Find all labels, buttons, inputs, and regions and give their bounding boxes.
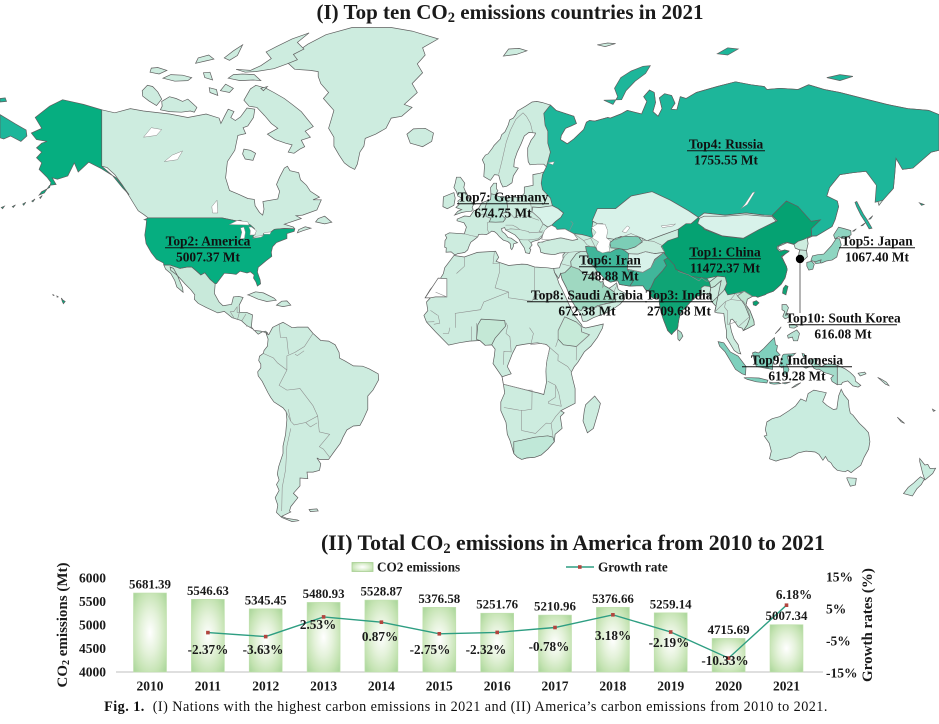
svg-text:2016: 2016 <box>484 679 511 694</box>
svg-text:616.08 Mt: 616.08 Mt <box>814 327 872 342</box>
svg-text:2020: 2020 <box>715 679 742 694</box>
svg-text:-2.19%: -2.19% <box>649 635 690 650</box>
svg-text:674.75 Mt: 674.75 Mt <box>474 206 532 221</box>
svg-text:-2.32%: -2.32% <box>466 642 507 657</box>
svg-text:-5%: -5% <box>826 634 851 649</box>
svg-text:Top10: South Korea: Top10: South Korea <box>785 311 901 326</box>
svg-text:619.28 Mt: 619.28 Mt <box>768 369 826 384</box>
svg-text:2015: 2015 <box>426 679 453 694</box>
svg-text:Top4: Russia: Top4: Russia <box>689 137 764 152</box>
svg-text:-10.33%: -10.33% <box>701 653 748 668</box>
svg-text:5345.45: 5345.45 <box>245 593 287 607</box>
svg-text:5%: 5% <box>826 602 846 617</box>
svg-text:Growth rates (%): Growth rates (%) <box>860 568 876 682</box>
svg-text:-3.63%: -3.63% <box>243 642 284 657</box>
svg-text:Fig. 1. (I) Nations with the: Fig. 1. (I) Nations with the highest car… <box>104 699 828 715</box>
svg-text:15%: 15% <box>826 570 853 585</box>
svg-text:Top7: Germany: Top7: Germany <box>458 190 549 205</box>
svg-text:672.38 Mt: 672.38 Mt <box>558 304 616 319</box>
svg-text:2012: 2012 <box>252 679 279 694</box>
svg-text:4715.69: 4715.69 <box>708 623 750 637</box>
svg-text:(I) Top ten CO2 emissions coun: (I) Top ten CO2 emissions countries in 2… <box>316 0 703 26</box>
svg-text:Top2: America: Top2: America <box>166 234 251 249</box>
svg-text:(II) Total CO2 emissions in Am: (II) Total CO2 emissions in America from… <box>321 531 825 557</box>
svg-text:-0.78%: -0.78% <box>529 639 570 654</box>
svg-text:5546.63: 5546.63 <box>187 584 229 598</box>
svg-text:CO2 emissions (Mt): CO2 emissions (Mt) <box>55 563 72 688</box>
svg-text:Top1: China: Top1: China <box>689 245 761 260</box>
svg-text:2019: 2019 <box>657 679 684 694</box>
svg-text:5210.96: 5210.96 <box>534 600 576 614</box>
svg-text:5500: 5500 <box>79 594 106 609</box>
svg-text:0.87%: 0.87% <box>362 629 398 644</box>
svg-text:2021: 2021 <box>773 679 800 694</box>
svg-text:Top5: Japan: Top5: Japan <box>841 234 913 249</box>
svg-text:5376.66: 5376.66 <box>592 592 634 606</box>
svg-text:2014: 2014 <box>368 679 395 694</box>
svg-text:5681.39: 5681.39 <box>129 578 171 592</box>
svg-text:5251.76: 5251.76 <box>476 598 518 612</box>
svg-text:2011: 2011 <box>195 679 222 694</box>
svg-text:Top9: Indonesia: Top9: Indonesia <box>751 353 843 368</box>
svg-text:5007.34: 5007.34 <box>766 609 808 623</box>
svg-text:4500: 4500 <box>79 641 106 656</box>
svg-text:2013: 2013 <box>310 679 337 694</box>
svg-text:Growth rate: Growth rate <box>598 560 668 575</box>
svg-text:5528.87: 5528.87 <box>360 585 402 599</box>
svg-text:5007.37 Mt: 5007.37 Mt <box>176 250 241 265</box>
svg-text:-2.75%: -2.75% <box>410 642 451 657</box>
svg-text:5000: 5000 <box>79 618 106 633</box>
svg-text:5480.93: 5480.93 <box>303 587 345 601</box>
svg-text:2010: 2010 <box>137 679 164 694</box>
svg-text:6.18%: 6.18% <box>776 587 812 602</box>
svg-text:2017: 2017 <box>542 679 569 694</box>
svg-text:748.88 Mt: 748.88 Mt <box>581 269 639 284</box>
svg-text:2709.68 Mt: 2709.68 Mt <box>647 304 712 319</box>
svg-text:-15%: -15% <box>826 666 858 681</box>
svg-text:1755.55 Mt: 1755.55 Mt <box>694 153 759 168</box>
svg-text:6000: 6000 <box>79 571 106 586</box>
svg-text:Top3: India: Top3: India <box>646 288 713 303</box>
svg-text:2.53%: 2.53% <box>300 617 336 632</box>
svg-text:5259.14: 5259.14 <box>650 597 692 611</box>
svg-text:1067.40 Mt: 1067.40 Mt <box>845 250 910 265</box>
svg-text:-2.37%: -2.37% <box>188 642 229 657</box>
svg-text:11472.37 Mt: 11472.37 Mt <box>690 261 760 276</box>
svg-text:2018: 2018 <box>599 679 626 694</box>
svg-text:Top8: Saudi Arabia: Top8: Saudi Arabia <box>531 288 643 303</box>
svg-text:3.18%: 3.18% <box>595 628 631 643</box>
svg-text:5376.58: 5376.58 <box>418 592 460 606</box>
svg-text:Top6: Iran: Top6: Iran <box>579 253 641 268</box>
svg-text:CO2 emissions: CO2 emissions <box>377 560 460 575</box>
svg-text:4000: 4000 <box>79 665 106 680</box>
